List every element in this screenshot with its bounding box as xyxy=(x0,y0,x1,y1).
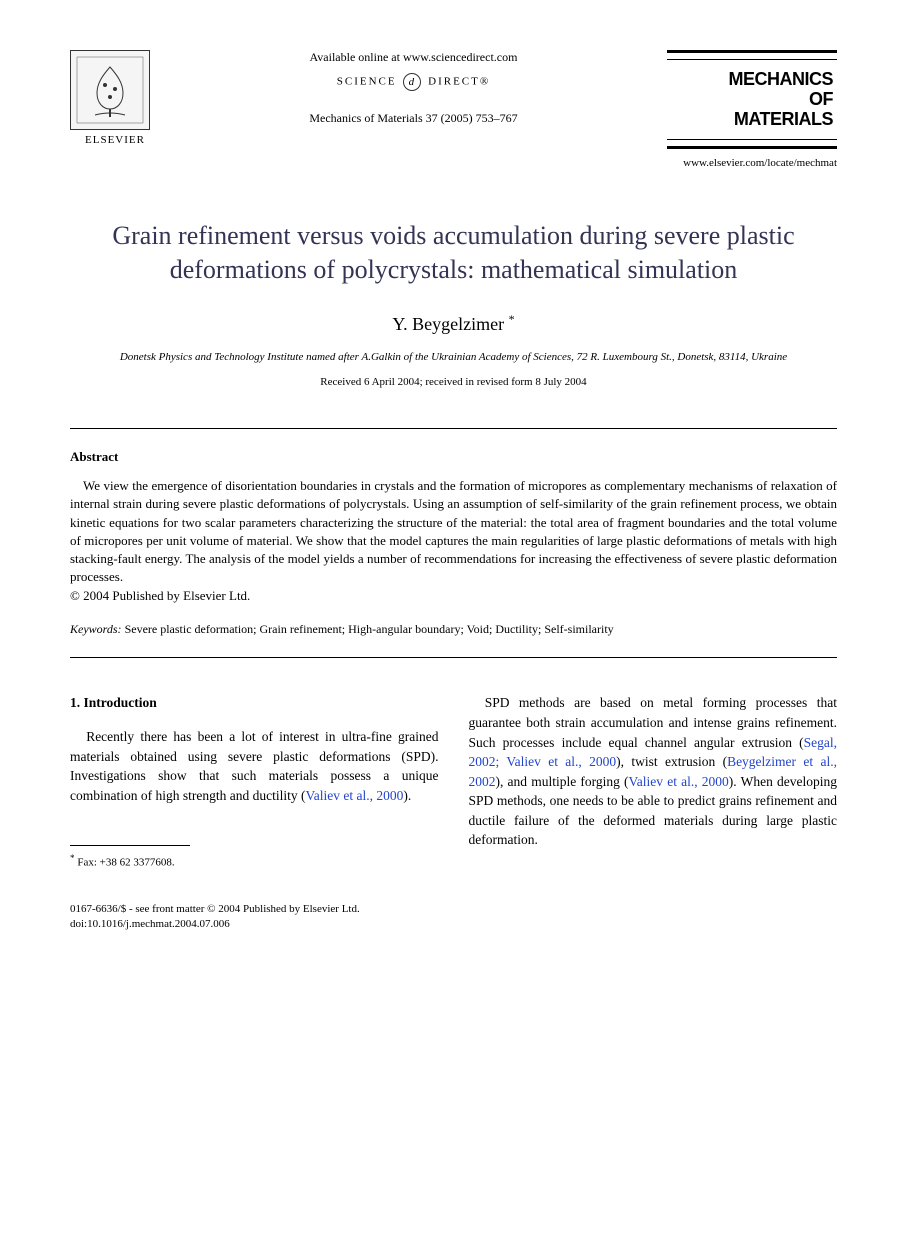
footnote-text: Fax: +38 62 3377608. xyxy=(75,857,175,869)
author-name: Y. Beygelzimer xyxy=(392,314,504,334)
science-direct-left: SCIENCE xyxy=(337,76,397,88)
footnote: * Fax: +38 62 3377608. xyxy=(70,852,439,872)
citation-valiev-2000-b[interactable]: Valiev et al., 2000 xyxy=(629,774,729,789)
col2-text-c: ), and multiple forging ( xyxy=(496,774,629,789)
column-left: 1. Introduction Recently there has been … xyxy=(70,693,439,932)
journal-box: MECHANICS OF MATERIALS www.elsevier.com/… xyxy=(667,50,837,169)
col2-text-b: ), twist extrusion ( xyxy=(616,754,727,769)
divider-bottom xyxy=(70,657,837,658)
footnote-rule xyxy=(70,845,190,846)
author-line: Y. Beygelzimer * xyxy=(70,312,837,335)
footer-info: 0167-6636/$ - see front matter © 2004 Pu… xyxy=(70,902,439,933)
abstract-heading: Abstract xyxy=(70,449,837,465)
elsevier-tree-icon xyxy=(70,50,150,130)
journal-url[interactable]: www.elsevier.com/locate/mechmat xyxy=(667,157,837,169)
journal-name-line3: MATERIALS xyxy=(671,110,833,130)
journal-name-line2: OF xyxy=(671,90,833,110)
body-columns: 1. Introduction Recently there has been … xyxy=(70,693,837,932)
keywords-label: Keywords: xyxy=(70,622,122,636)
col1-para1: Recently there has been a lot of interes… xyxy=(70,727,439,805)
science-direct-logo: SCIENCE d DIRECT® xyxy=(180,73,647,91)
footer-line1: 0167-6636/$ - see front matter © 2004 Pu… xyxy=(70,902,439,917)
publisher-name: ELSEVIER xyxy=(70,134,160,146)
science-direct-d-icon: d xyxy=(403,73,421,91)
abstract-copyright: © 2004 Published by Elsevier Ltd. xyxy=(70,588,837,604)
journal-reference: Mechanics of Materials 37 (2005) 753–767 xyxy=(180,111,647,126)
author-marker: * xyxy=(509,312,515,326)
section-heading: 1. Introduction xyxy=(70,693,439,713)
header-row: ELSEVIER Available online at www.science… xyxy=(70,50,837,169)
center-header: Available online at www.sciencedirect.co… xyxy=(160,50,667,126)
divider-top xyxy=(70,428,837,429)
article-title: Grain refinement versus voids accumulati… xyxy=(110,219,797,287)
footer-line2: doi:10.1016/j.mechmat.2004.07.006 xyxy=(70,917,439,932)
abstract-text: We view the emergence of disorientation … xyxy=(70,477,837,586)
affiliation: Donetsk Physics and Technology Institute… xyxy=(110,350,797,364)
col2-text-a: SPD methods are based on metal forming p… xyxy=(469,695,838,749)
publisher-logo-block: ELSEVIER xyxy=(70,50,160,146)
col1-text-b: ). xyxy=(403,788,411,803)
keywords-line: Keywords: Severe plastic deformation; Gr… xyxy=(70,622,837,637)
journal-name-line1: MECHANICS xyxy=(671,70,833,90)
keywords-text: Severe plastic deformation; Grain refine… xyxy=(122,622,614,636)
science-direct-right: DIRECT® xyxy=(428,76,490,88)
column-right: SPD methods are based on metal forming p… xyxy=(469,693,838,932)
col2-para1: SPD methods are based on metal forming p… xyxy=(469,693,838,850)
article-dates: Received 6 April 2004; received in revis… xyxy=(70,376,837,388)
citation-valiev-2000-a[interactable]: Valiev et al., 2000 xyxy=(305,788,403,803)
journal-title-box: MECHANICS OF MATERIALS xyxy=(667,50,837,149)
available-online-text: Available online at www.sciencedirect.co… xyxy=(180,50,647,65)
